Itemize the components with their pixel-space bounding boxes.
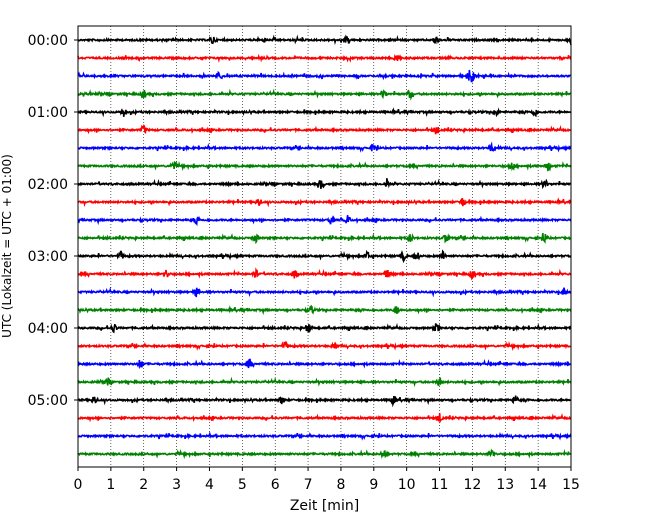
x-tick-label: 10 <box>398 477 416 493</box>
x-tick-label: 3 <box>172 477 181 493</box>
x-tick-label: 5 <box>238 477 247 493</box>
seismic-trace <box>77 431 572 441</box>
seismic-trace <box>77 267 572 281</box>
seismic-trace <box>77 286 572 298</box>
x-tick-label: 6 <box>271 477 280 493</box>
seismic-trace <box>77 124 572 135</box>
x-tick-label: 9 <box>369 477 378 493</box>
seismic-trace <box>77 304 572 316</box>
x-tick-label: 15 <box>562 477 580 493</box>
x-tick-label: 12 <box>463 477 481 493</box>
x-tick-label: 1 <box>106 477 115 493</box>
seismic-trace <box>77 395 572 408</box>
x-tick-label: 11 <box>431 477 449 493</box>
seismic-trace <box>77 376 572 388</box>
seismic-trace <box>77 340 572 352</box>
y-tick-label: 01:00 <box>28 105 68 121</box>
x-tick-label: 14 <box>529 477 547 493</box>
y-tick-label: 05:00 <box>28 393 68 409</box>
x-axis-label: Zeit [min] <box>290 498 359 514</box>
y-tick-label: 04:00 <box>28 321 68 337</box>
seismic-trace <box>77 413 572 424</box>
y-tick-label: 02:00 <box>28 177 68 193</box>
seismic-trace <box>77 88 572 101</box>
x-axis: 0 1 2 3 4 5 6 7 8 9 10 11 12 13 14 15 <box>74 467 580 493</box>
x-tick-label: 0 <box>74 477 83 493</box>
x-tick-label: 4 <box>205 477 214 493</box>
seismic-trace <box>77 34 572 46</box>
seismic-trace <box>77 178 572 190</box>
y-tick-label: 00:00 <box>28 33 68 49</box>
seismic-trace <box>77 69 572 83</box>
seismic-trace <box>77 448 572 460</box>
x-tick-label: 2 <box>139 477 148 493</box>
seismic-trace <box>77 53 572 63</box>
x-tick-label: 13 <box>496 477 514 493</box>
y-tick-label: 03:00 <box>28 249 68 265</box>
seismic-traces <box>77 34 572 460</box>
seismic-trace <box>77 233 572 245</box>
seismic-trace <box>77 249 572 264</box>
seismic-trace <box>77 358 572 370</box>
seismic-trace <box>77 160 572 172</box>
seismic-trace <box>77 141 572 153</box>
plot-frame <box>77 25 572 468</box>
y-axis-label: UTC (Lokalzeit = UTC + 01:00) <box>0 154 14 338</box>
seismic-trace <box>77 323 572 334</box>
seismic-trace <box>77 215 572 227</box>
seismic-trace <box>77 197 572 208</box>
x-tick-label: 8 <box>336 477 345 493</box>
y-axis: 00:00 01:00 02:00 03:00 04:00 05:00 <box>28 33 78 409</box>
seismic-trace <box>77 107 572 118</box>
x-tick-label: 7 <box>304 477 313 493</box>
